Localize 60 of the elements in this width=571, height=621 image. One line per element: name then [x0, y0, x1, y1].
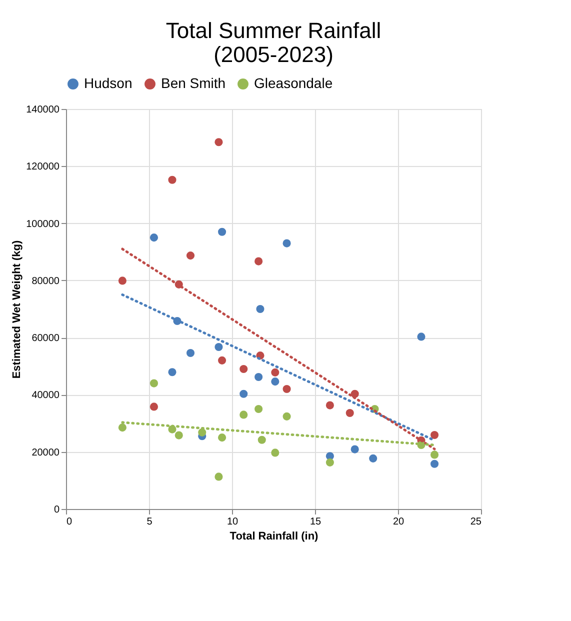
y-tick-label: 40000 — [32, 390, 60, 402]
x-tick-label: 5 — [146, 516, 153, 528]
y-tick-label: 20000 — [32, 447, 60, 458]
point — [214, 472, 223, 481]
point — [218, 356, 226, 364]
point — [240, 390, 248, 398]
point — [282, 384, 291, 394]
point — [254, 404, 263, 414]
point — [258, 436, 266, 444]
point — [168, 368, 176, 376]
point — [282, 239, 291, 248]
x-axis-title: Total Rainfall (in) — [230, 530, 319, 542]
point — [346, 408, 354, 418]
legend-label: Hudson — [84, 75, 132, 91]
x-tick-label: 10 — [226, 516, 238, 528]
point — [240, 364, 248, 374]
point — [430, 430, 439, 440]
legend-label: Gleasondale — [254, 75, 333, 91]
chart-title: Total Summer Rainfall (2005-2023) — [166, 18, 382, 67]
x-tick-label: 15 — [310, 516, 322, 528]
point — [198, 428, 206, 436]
point — [254, 257, 263, 266]
point — [271, 448, 280, 457]
point — [218, 434, 226, 442]
point — [430, 460, 439, 468]
y-tick-label: 60000 — [32, 333, 60, 344]
y-tick-label: 100000 — [26, 218, 60, 230]
x-tick-label: 0 — [66, 516, 72, 528]
point — [350, 445, 359, 454]
point — [417, 332, 426, 341]
point — [282, 412, 291, 420]
point — [150, 234, 158, 242]
point — [168, 176, 176, 184]
point — [150, 379, 158, 388]
point — [214, 138, 223, 146]
y-tick-label: 80000 — [32, 276, 60, 287]
y-tick-label: 120000 — [26, 162, 60, 173]
point — [430, 450, 439, 459]
legend-label: Ben Smith — [161, 75, 226, 91]
point — [254, 372, 263, 382]
y-axis-title: Estimated Wet Weight (kg) — [11, 240, 24, 379]
point — [186, 348, 195, 358]
y-tick-label: 0 — [54, 504, 60, 516]
point — [118, 276, 126, 285]
point — [326, 401, 334, 410]
point — [271, 368, 280, 376]
point — [240, 410, 248, 419]
x-tick-label: 25 — [470, 516, 482, 528]
y-tick-label: 140000 — [26, 104, 60, 116]
point — [186, 252, 195, 260]
point — [118, 424, 126, 432]
point — [174, 431, 183, 440]
point — [256, 304, 264, 314]
x-tick-label: 20 — [392, 516, 404, 528]
point — [150, 402, 158, 411]
point — [326, 458, 334, 466]
point — [271, 378, 280, 386]
point — [214, 342, 223, 352]
point — [369, 454, 378, 462]
point — [218, 228, 226, 236]
